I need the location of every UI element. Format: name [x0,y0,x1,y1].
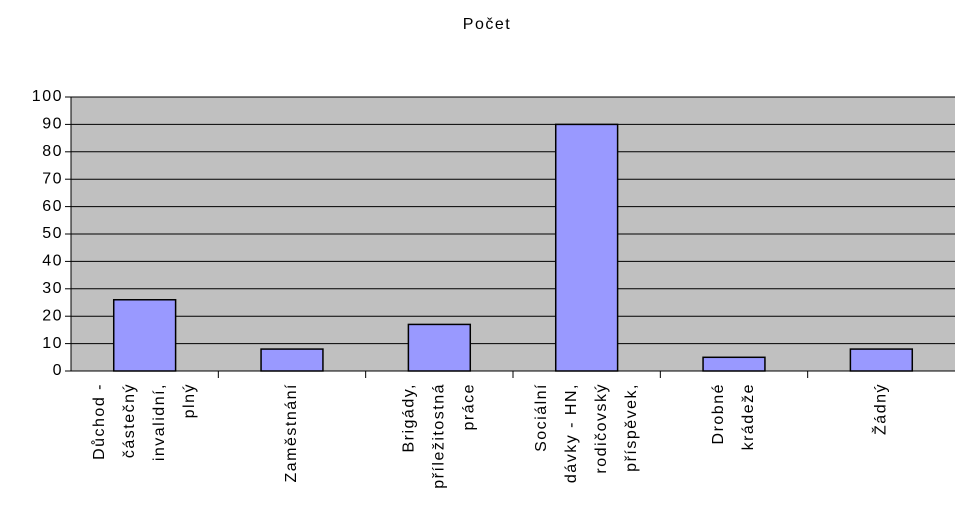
y-tick-label: 20 [42,307,63,324]
bar [112,299,177,372]
x-tick-label: krádeže [740,383,757,450]
x-tick-label: dávky - HN, [563,383,580,483]
x-tick-label: Důchod - [90,383,108,460]
y-tick-label: 50 [42,225,63,242]
bar [260,348,324,372]
x-tick-label: práce [461,383,478,431]
x-tick-label: Sociální [533,383,550,452]
bar [849,348,914,372]
bar [702,356,766,372]
x-tick-label: rodičovský [593,383,610,474]
x-tick-label: Brigády, [401,383,418,453]
y-tick-label: 30 [42,280,63,297]
y-tick-label: 0 [53,362,63,379]
y-tick-label: 40 [42,253,63,270]
x-tick-label: příspěvek, [623,383,640,472]
y-tick-label: 100 [32,88,63,105]
bar [554,123,619,372]
x-tick-label: částečný [121,383,138,458]
y-tick-label: 90 [42,116,63,133]
y-tick-label: 80 [42,143,63,160]
x-tick-label: Zaměstnání [283,383,300,482]
x-tick-label: Žádný [871,383,890,435]
x-tick-label: plný [181,383,198,418]
x-tick-label: invalidní, [151,383,168,461]
bar [407,323,472,372]
x-tick-label: příležitostná [431,383,448,489]
x-tick-label: Drobné [710,383,727,444]
chart-title: Počet [463,16,511,33]
y-tick-label: 10 [42,335,63,352]
y-tick-label: 60 [42,198,63,215]
y-tick-label: 70 [42,170,63,187]
